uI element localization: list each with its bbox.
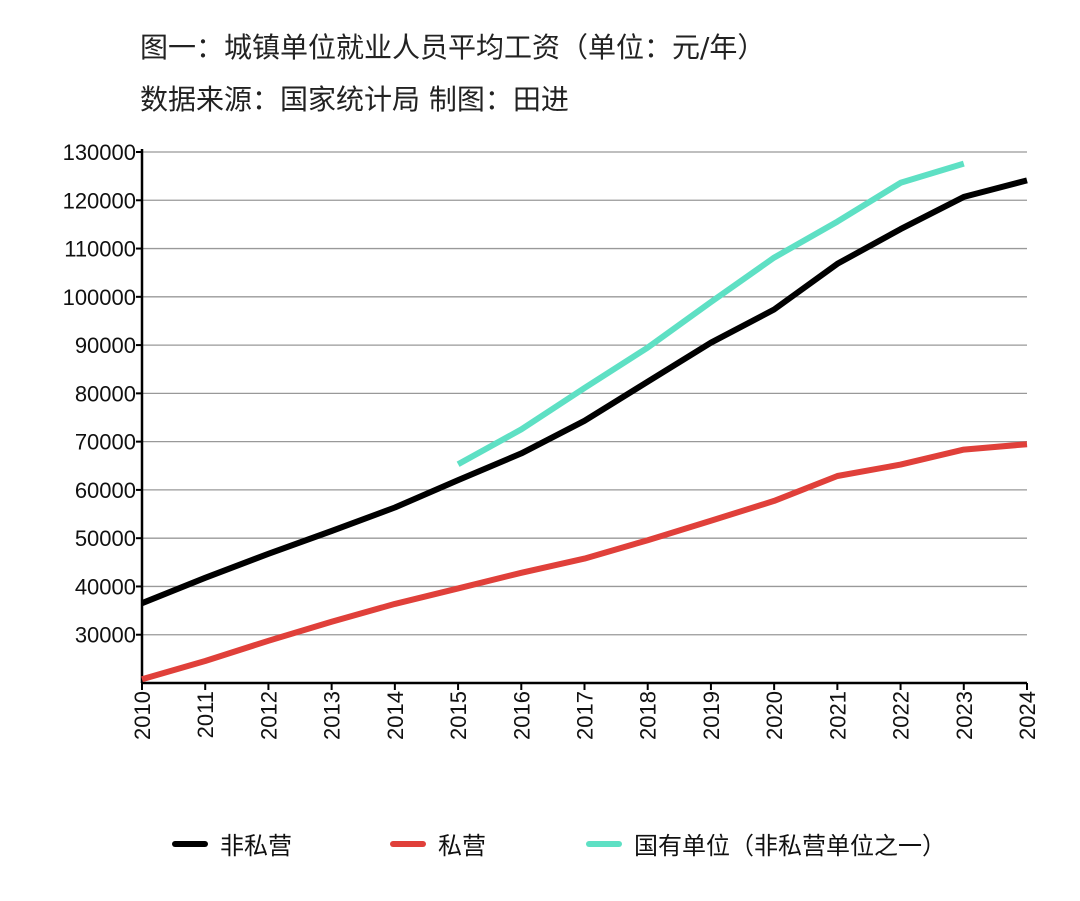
x-tick-label: 2020 [762, 691, 787, 740]
legend-item-non-private: 非私营 [172, 826, 292, 861]
x-tick-label: 2023 [952, 691, 977, 740]
x-tick-label: 2011 [193, 691, 218, 738]
series-line-0 [140, 177, 1028, 606]
y-tick-label: 60000 [75, 478, 136, 503]
x-tick-label: 2013 [320, 691, 345, 740]
y-tick-label: 80000 [75, 381, 136, 406]
x-tick-label: 2012 [256, 691, 281, 740]
chart-title: 图一：城镇单位就业人员平均工资（单位：元/年） [140, 31, 766, 64]
x-tick-label: 2024 [1015, 691, 1040, 740]
x-tick-label: 2016 [509, 691, 534, 740]
x-tick-label: 2018 [636, 691, 661, 740]
legend-label: 国有单位（非私营单位之一） [634, 832, 946, 860]
legend-item-private: 私营 [390, 826, 486, 861]
series-line-2 [456, 160, 965, 467]
legend-item-state-owned: 国有单位（非私营单位之一） [586, 826, 946, 861]
chart-subtitle: 数据来源：国家统计局 制图：田进 [140, 83, 569, 116]
x-tick-label: 2019 [699, 691, 724, 740]
x-tick-label: 2022 [889, 691, 914, 740]
y-tick-label: 50000 [75, 526, 136, 551]
x-tick-label: 2010 [130, 691, 155, 740]
x-tick-label: 2015 [446, 691, 471, 740]
x-tick-label: 2021 [825, 691, 850, 740]
y-tick-label: 90000 [75, 333, 136, 358]
y-tick-label: 130000 [63, 140, 136, 165]
legend-label: 非私营 [220, 832, 292, 860]
x-tick-label: 2014 [383, 691, 408, 740]
y-tick-label: 110000 [64, 237, 136, 262]
y-tick-label: 120000 [63, 188, 136, 213]
legend-swatch [586, 840, 622, 847]
legend-label: 私营 [438, 832, 486, 860]
y-tick-label: 70000 [75, 430, 136, 455]
y-tick-label: 100000 [63, 285, 136, 310]
legend-swatch [390, 840, 426, 847]
y-tick-label: 40000 [75, 574, 136, 599]
y-tick-label: 30000 [75, 623, 136, 648]
legend-swatch [172, 840, 208, 847]
series-line-1 [141, 441, 1028, 683]
x-tick-label: 2017 [573, 691, 598, 740]
